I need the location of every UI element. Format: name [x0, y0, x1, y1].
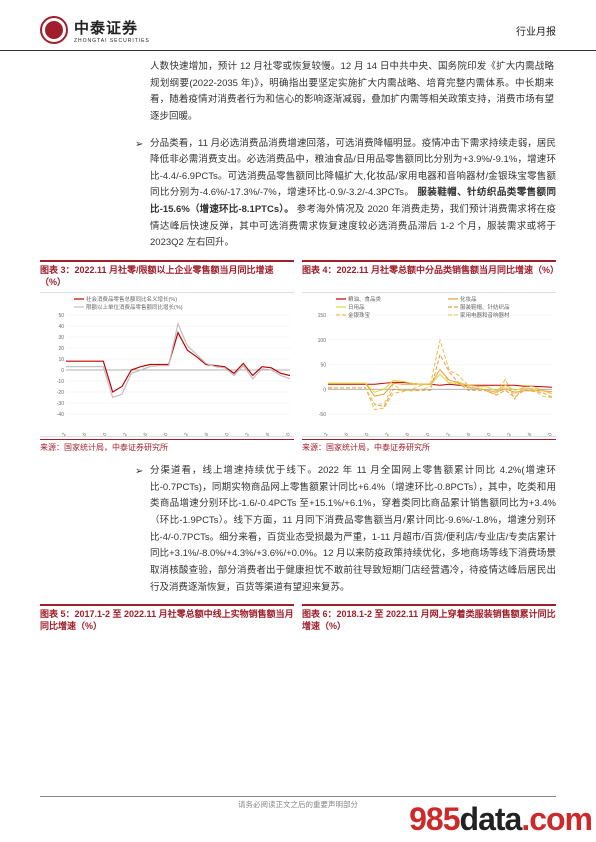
chart-3: 图表 3：2022.11 月社零/限额以上企业零售额当月同比增速（%） -40-… — [40, 260, 294, 453]
watermark: 985 data .com — [409, 801, 592, 838]
svg-text:20: 20 — [58, 346, 64, 352]
svg-text:2019.6: 2019.6 — [75, 432, 88, 436]
chart-row-2: 图表 5：2017.1-2 至 2022.11 月社零总额中线上实物销售额当月同… — [40, 604, 556, 632]
svg-text:限额以上单位消费品零售额同比增长(%): 限额以上单位消费品零售额同比增长(%) — [86, 303, 183, 311]
chart-3-title: 图表 3：2022.11 月社零/限额以上企业零售额当月同比增速（%） — [40, 260, 294, 288]
chart-4-title: 图表 4：2022.11 月社零总额中分品类销售额当月同比增速（%） — [302, 260, 556, 288]
chart-4: 图表 4：2022.11 月社零总额中分品类销售额当月同比增速（%） -50 0 5… — [302, 260, 556, 453]
chart-4-plot: -50 0 50 100 150 2019.2 2019.6 2019.10 2020.2 202… — [302, 292, 556, 437]
logo-text-en: ZHONGTAI SECURITIES — [74, 38, 150, 44]
svg-text:2022.2: 2022.2 — [238, 432, 251, 436]
svg-text:日用品: 日用品 — [348, 304, 365, 311]
svg-text:2022.6: 2022.6 — [521, 432, 534, 436]
logo-text-cn: 中泰证券 — [74, 17, 150, 38]
chart-6: 图表 6：2018.1-2 至 2022.11 月网上穿着类服装销售额累计同比增… — [302, 604, 556, 632]
svg-text:2020.2: 2020.2 — [116, 432, 129, 436]
svg-text:2021.10: 2021.10 — [216, 432, 230, 436]
svg-text:2021.2: 2021.2 — [439, 432, 452, 436]
svg-text:2021.2: 2021.2 — [177, 432, 190, 436]
svg-text:50: 50 — [320, 362, 326, 368]
svg-text:2019.2: 2019.2 — [317, 432, 330, 436]
bullet-marker: ➢ — [135, 136, 150, 252]
chart-6-title: 图表 6：2018.1-2 至 2022.11 月网上穿着类服装销售额累计同比增… — [302, 604, 556, 632]
bullet-category: ➢ 分品类看，11 月必选消费品消费增速回落，可选消费降幅明显。疫情冲击下需求持… — [135, 136, 556, 252]
bullet-text: 分品类看，11 月必选消费品消费增速回落，可选消费降幅明显。疫情冲击下需求持续走… — [150, 136, 556, 252]
bullet-marker-2: ➢ — [135, 463, 150, 596]
svg-text:50: 50 — [58, 313, 64, 319]
svg-text:150: 150 — [318, 313, 327, 319]
svg-text:金银珠宝: 金银珠宝 — [348, 311, 371, 319]
svg-text:0: 0 — [323, 387, 326, 393]
report-type: 行业月报 — [516, 23, 556, 38]
svg-text:-50: -50 — [319, 412, 326, 418]
svg-text:2021.6: 2021.6 — [197, 432, 210, 436]
chart-3-plot: -40 -30 -20 -10 0 10 20 30 40 50 2019.2 2019.6 2019.… — [40, 292, 294, 437]
svg-text:2020.10: 2020.10 — [155, 432, 169, 436]
page-header: 中泰证券 ZHONGTAI SECURITIES 行业月报 — [0, 0, 596, 51]
svg-text:10: 10 — [58, 357, 64, 363]
bullet-channel: ➢ 分渠道看，线上增速持续优于线下。2022 年 11 月全国网上零售额累计同比… — [135, 463, 556, 596]
svg-text:0: 0 — [61, 368, 64, 374]
svg-text:社会消费品零售总额同比名义增长(%): 社会消费品零售总额同比名义增长(%) — [86, 295, 177, 303]
svg-text:2019.2: 2019.2 — [55, 432, 68, 436]
svg-text:2021.6: 2021.6 — [459, 432, 472, 436]
svg-text:2020.6: 2020.6 — [398, 432, 411, 436]
svg-text:家用电器和音响器材: 家用电器和音响器材 — [460, 311, 510, 319]
svg-text:2022.6: 2022.6 — [259, 432, 272, 436]
chart-5: 图表 5：2017.1-2 至 2022.11 月社零总额中线上实物销售额当月同… — [40, 604, 294, 632]
svg-text:30: 30 — [58, 335, 64, 341]
svg-text:2020.6: 2020.6 — [136, 432, 149, 436]
watermark-b: data — [460, 801, 522, 838]
svg-text:2019.10: 2019.10 — [356, 432, 370, 436]
chart-3-source: 来源：国家统计局，中泰证券研究所 — [40, 439, 294, 453]
watermark-a: 985 — [409, 801, 459, 838]
svg-text:2022.10: 2022.10 — [277, 432, 291, 436]
svg-text:-20: -20 — [57, 390, 64, 396]
svg-text:40: 40 — [58, 324, 64, 330]
svg-text:2022.2: 2022.2 — [500, 432, 513, 436]
svg-text:2022.10: 2022.10 — [539, 432, 553, 436]
chart-row-1: 图表 3：2022.11 月社零/限额以上企业零售额当月同比增速（%） -40-… — [40, 260, 556, 453]
logo-icon — [40, 16, 68, 44]
svg-text:2021.10: 2021.10 — [478, 432, 492, 436]
svg-text:2020.10: 2020.10 — [417, 432, 431, 436]
bullet3-text: 分渠道看，线上增速持续优于线下。2022 年 11 月全国网上零售额累计同比 4… — [150, 463, 556, 596]
svg-text:2019.6: 2019.6 — [337, 432, 350, 436]
paragraph-1: 人数快速增加，预计 12 月社零或恢复较慢。12 月 14 日中共中央、国务院印… — [150, 59, 554, 126]
watermark-c: .com — [521, 801, 592, 838]
svg-text:粮油、食品类: 粮油、食品类 — [348, 295, 382, 303]
svg-text:-30: -30 — [57, 401, 64, 407]
svg-text:-40: -40 — [57, 412, 64, 418]
svg-text:100: 100 — [318, 338, 327, 344]
svg-text:2019.10: 2019.10 — [94, 432, 108, 436]
svg-text:2020.2: 2020.2 — [378, 432, 391, 436]
svg-text:-10: -10 — [57, 379, 64, 385]
svg-text:化妆品: 化妆品 — [460, 295, 477, 303]
svg-text:服装鞋帽、针纺织品: 服装鞋帽、针纺织品 — [460, 303, 510, 311]
chart-4-source: 来源：国家统计局，中泰证券研究所 — [302, 439, 556, 453]
chart-5-title: 图表 5：2017.1-2 至 2022.11 月社零总额中线上实物销售额当月同… — [40, 604, 294, 632]
logo: 中泰证券 ZHONGTAI SECURITIES — [40, 16, 150, 44]
